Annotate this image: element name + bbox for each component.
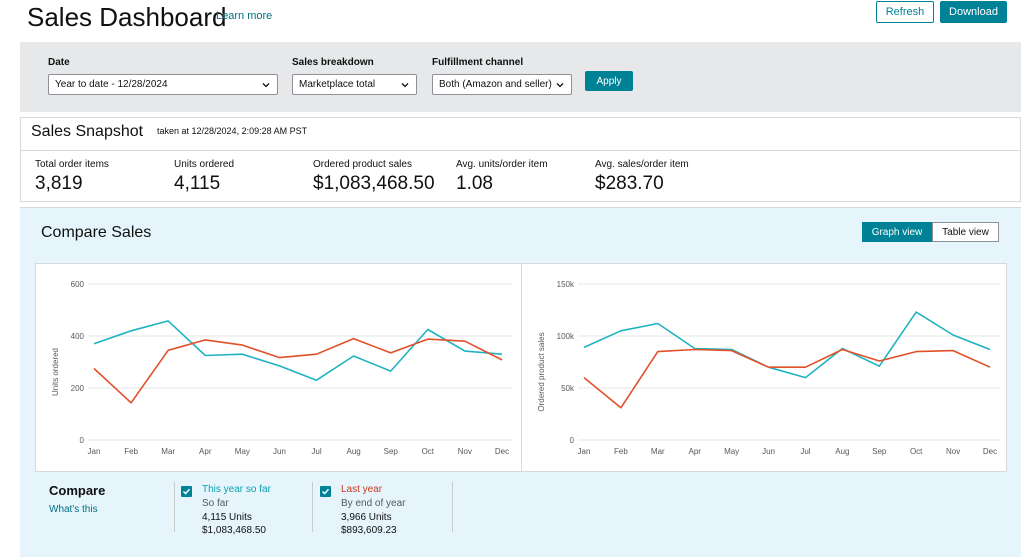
this-year-legend-name: This year so far xyxy=(202,484,271,495)
x-tick-label: Jun xyxy=(273,447,286,456)
x-tick-label: May xyxy=(724,447,739,456)
compare-sales-panel: Compare Sales Graph view Table view 0 200… xyxy=(20,207,1021,557)
this-year-series-line xyxy=(93,320,503,381)
date-filter-label: Date xyxy=(48,57,70,68)
last-year-series-line xyxy=(93,337,503,404)
metric-label-avg-sales: Avg. sales/order item xyxy=(595,159,689,170)
this-year-series-line xyxy=(583,311,991,379)
x-tick-label: Dec xyxy=(983,447,997,456)
refresh-button[interactable]: Refresh xyxy=(876,1,934,23)
learn-more-link[interactable]: Learn more xyxy=(216,10,273,22)
x-tick-label: Feb xyxy=(614,447,628,456)
metric-value-units-ordered: 4,115 xyxy=(174,173,221,194)
compare-sales-title: Compare Sales xyxy=(41,224,152,241)
x-tick-label: Sep xyxy=(384,447,399,456)
metric-value-avg-units: 1.08 xyxy=(456,173,493,194)
x-tick-label: Jan xyxy=(578,447,591,456)
last-year-checkbox[interactable] xyxy=(320,486,331,497)
ordered-product-sales-chart: 0 50k 100k 150k Jan Feb Mar Apr May Jun Jul Aug Sep O… xyxy=(537,280,1000,456)
y-tick-label: 200 xyxy=(71,384,85,393)
date-select[interactable]: Year to date - 12/28/2024 xyxy=(48,74,278,95)
x-tick-label: Aug xyxy=(347,447,361,456)
x-tick-label: Mar xyxy=(161,447,175,456)
x-tick-label: Jun xyxy=(762,447,775,456)
whats-this-link[interactable]: What's this xyxy=(49,504,98,515)
divider xyxy=(452,482,453,532)
y-tick-label: 0 xyxy=(80,436,85,445)
units-ordered-chart: 0 200 400 600 Jan Feb Mar Apr May Jun Jul Aug Sep Oct… xyxy=(51,280,512,456)
divider xyxy=(312,482,313,532)
x-tick-label: Dec xyxy=(495,447,509,456)
chevron-down-icon xyxy=(262,82,270,87)
x-tick-label: Jan xyxy=(88,447,101,456)
table-view-toggle[interactable]: Table view xyxy=(932,222,999,242)
y-tick-label: 600 xyxy=(71,280,85,289)
metric-label-total-order-items: Total order items xyxy=(35,159,109,170)
breakdown-select-value: Marketplace total xyxy=(299,79,376,90)
compare-legend-title: Compare xyxy=(49,483,106,498)
x-tick-label: Aug xyxy=(835,447,849,456)
check-icon xyxy=(182,488,191,495)
x-tick-label: Mar xyxy=(651,447,665,456)
last-year-series-line xyxy=(583,348,991,409)
last-year-period: By end of year xyxy=(341,498,406,509)
charts-container: 0 200 400 600 Jan Feb Mar Apr May Jun Jul Aug Sep Oct… xyxy=(35,263,1007,472)
x-tick-label: Apr xyxy=(199,447,212,456)
y-axis-label: Ordered product sales xyxy=(537,332,546,411)
this-year-checkbox[interactable] xyxy=(181,486,192,497)
metric-label-units-ordered: Units ordered xyxy=(174,159,235,170)
y-tick-label: 150k xyxy=(557,280,575,289)
channel-select-value: Both (Amazon and seller) xyxy=(439,79,552,90)
y-tick-label: 100k xyxy=(557,332,575,341)
metric-value-total-order-items: 3,819 xyxy=(35,173,83,194)
this-year-period: So far xyxy=(202,498,229,509)
snapshot-timestamp: taken at 12/28/2024, 2:09:28 AM PST xyxy=(157,126,308,136)
metric-value-ordered-product-sales: $1,083,468.50 xyxy=(313,173,435,194)
chevron-down-icon xyxy=(401,82,409,87)
x-tick-label: Jul xyxy=(800,447,810,456)
x-tick-label: Nov xyxy=(458,447,472,456)
page-title: Sales Dashboard xyxy=(27,2,227,32)
x-tick-label: Sep xyxy=(872,447,887,456)
chevron-down-icon xyxy=(556,82,564,87)
breakdown-select[interactable]: Marketplace total xyxy=(292,74,417,95)
channel-filter-label: Fulfillment channel xyxy=(432,57,524,68)
metric-label-ordered-product-sales: Ordered product sales xyxy=(313,159,412,170)
snapshot-title: Sales Snapshot xyxy=(31,123,144,140)
x-tick-label: Nov xyxy=(946,447,960,456)
last-year-legend-name: Last year xyxy=(341,484,383,495)
divider xyxy=(174,482,175,532)
breakdown-filter-label: Sales breakdown xyxy=(292,57,374,68)
date-select-value: Year to date - 12/28/2024 xyxy=(55,79,168,90)
metric-label-avg-units: Avg. units/order item xyxy=(456,159,548,170)
last-year-sales: $893,609.23 xyxy=(341,525,397,536)
divider xyxy=(21,150,1020,151)
x-tick-label: Oct xyxy=(422,447,435,456)
x-tick-label: Apr xyxy=(689,447,702,456)
y-tick-label: 400 xyxy=(71,332,85,341)
y-axis-label: Units ordered xyxy=(51,348,60,396)
check-icon xyxy=(321,488,330,495)
x-tick-label: May xyxy=(235,447,250,456)
last-year-units: 3,966 Units xyxy=(341,512,392,523)
y-tick-label: 50k xyxy=(561,384,575,393)
sales-snapshot-panel: Sales Snapshot taken at 12/28/2024, 2:09… xyxy=(20,117,1021,202)
metric-value-avg-sales: $283.70 xyxy=(595,173,664,194)
download-button[interactable]: Download xyxy=(940,1,1007,23)
apply-button[interactable]: Apply xyxy=(585,71,633,91)
channel-select[interactable]: Both (Amazon and seller) xyxy=(432,74,572,95)
graph-view-toggle[interactable]: Graph view xyxy=(862,222,932,242)
this-year-units: 4,115 Units xyxy=(202,512,252,523)
y-tick-label: 0 xyxy=(570,436,575,445)
x-tick-label: Feb xyxy=(124,447,138,456)
this-year-sales: $1,083,468.50 xyxy=(202,525,266,536)
divider xyxy=(521,264,522,471)
filter-bar: Date Year to date - 12/28/2024 Sales bre… xyxy=(20,42,1021,112)
x-tick-label: Oct xyxy=(910,447,923,456)
x-tick-label: Jul xyxy=(311,447,321,456)
